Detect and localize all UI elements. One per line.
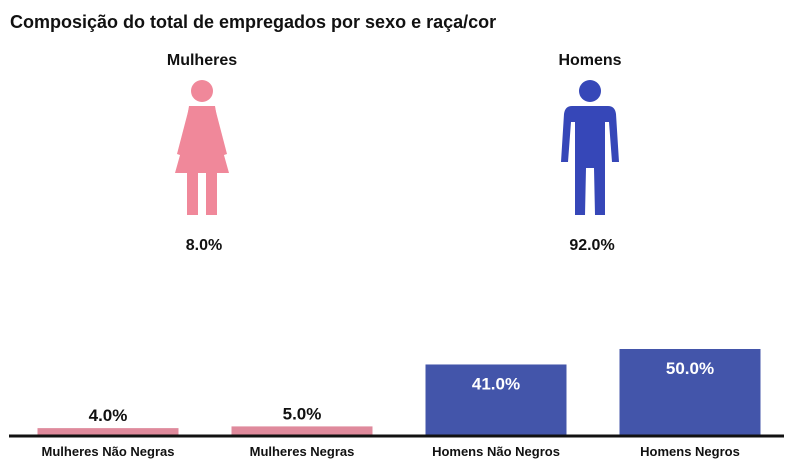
bar-value-label-3: 41.0% [472, 374, 520, 393]
bar-value-label-1: 4.0% [89, 406, 128, 425]
men-percentage: 92.0% [569, 237, 615, 254]
category-label-2: Mulheres Negras [250, 444, 355, 459]
woman-icon [175, 80, 229, 215]
bar-4 [619, 349, 761, 435]
category-label-4: Homens Negros [640, 444, 740, 459]
bar-value-label-2: 5.0% [283, 404, 322, 423]
bar-value-label-4: 50.0% [666, 359, 714, 378]
man-icon [561, 80, 619, 215]
women-percentage: 8.0% [185, 237, 223, 254]
bar-3 [425, 364, 567, 435]
bar-1 [37, 428, 179, 435]
women-label: Mulheres [166, 52, 238, 69]
bar-2 [231, 426, 373, 435]
category-label-3: Homens Não Negros [432, 444, 560, 459]
chart-title: Composição do total de empregados por se… [10, 12, 497, 32]
men-label: Homens [558, 52, 622, 69]
category-label-1: Mulheres Não Negras [42, 444, 175, 459]
